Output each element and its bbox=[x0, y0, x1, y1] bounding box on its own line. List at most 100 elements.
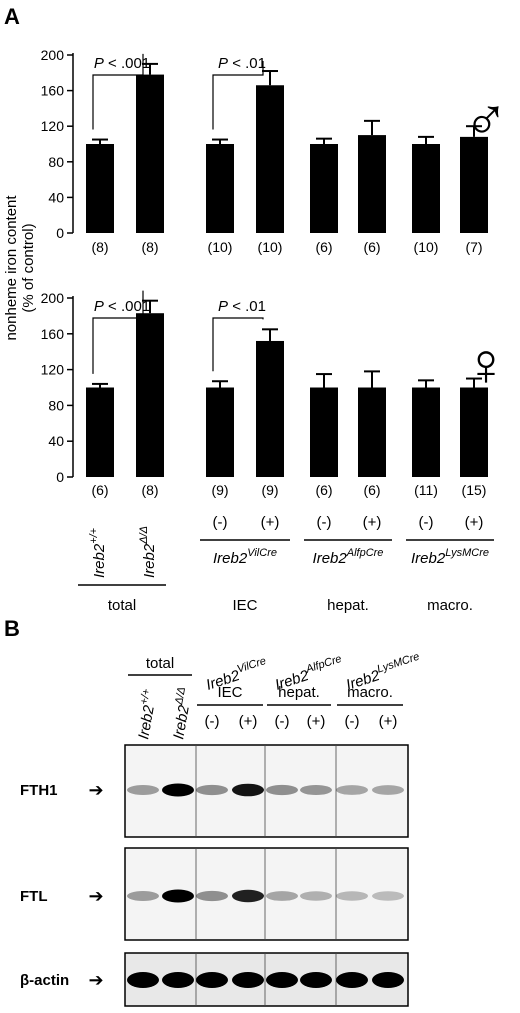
genotype-labels: Ireb2+/+ Ireb2Δ/Δ total (-) (+) Ireb2VilCre IE… bbox=[78, 514, 494, 614]
female-bar-chart: 0 40 80 120 160 200 (6) (8) (9) (9) (6) (6) (11) (15)… bbox=[41, 290, 488, 498]
sample-size-label: (6) bbox=[91, 482, 108, 498]
blot-band bbox=[232, 783, 264, 797]
y-axis-label-line2: (% of control) bbox=[20, 223, 37, 312]
bar bbox=[460, 136, 488, 233]
blot-band bbox=[300, 972, 332, 988]
sample-size-label: (8) bbox=[141, 482, 158, 498]
blot-arrow-icon: ➔ bbox=[88, 886, 103, 906]
blot-band bbox=[127, 972, 159, 988]
blot-band bbox=[372, 785, 404, 795]
cre-line-label: Ireb2LysMCre bbox=[411, 547, 489, 567]
p-value-label: P < .001 bbox=[94, 298, 150, 315]
blot-band bbox=[232, 972, 264, 988]
male-symbol: ♂ bbox=[464, 86, 509, 153]
group-label: hepat. bbox=[327, 597, 369, 614]
p-value-label: P < .001 bbox=[94, 55, 150, 72]
cre-positive-label: (+) bbox=[465, 514, 484, 531]
significance-bracket bbox=[92, 53, 144, 130]
blot-cre-positive: (+) bbox=[307, 713, 326, 730]
blot-cre-negative: (-) bbox=[345, 713, 360, 730]
cre-negative-label: (-) bbox=[317, 514, 332, 531]
bar bbox=[86, 387, 114, 477]
y-tick-label: 200 bbox=[41, 47, 65, 63]
significance-bracket bbox=[92, 290, 144, 374]
y-tick-label: 120 bbox=[41, 118, 65, 134]
bar bbox=[310, 144, 338, 233]
bar bbox=[136, 313, 164, 477]
cre-positive-label: (+) bbox=[261, 514, 280, 531]
cre-negative-label: (-) bbox=[419, 514, 434, 531]
blot-band bbox=[266, 784, 298, 796]
female-symbol: ♀ bbox=[464, 331, 509, 398]
blot-arrow-icon: ➔ bbox=[88, 970, 103, 990]
panel-b-letter: B bbox=[4, 616, 20, 641]
bar bbox=[256, 85, 284, 233]
sample-size-label: (10) bbox=[208, 239, 233, 255]
bar bbox=[310, 387, 338, 477]
blot-band bbox=[127, 891, 159, 901]
blot-band bbox=[372, 891, 404, 901]
cre-line-label: Ireb2VilCre bbox=[213, 547, 277, 567]
blot-knockout-label: Ireb2Δ/Δ bbox=[167, 686, 196, 741]
sample-size-label: (11) bbox=[414, 482, 438, 498]
sample-size-label: (8) bbox=[91, 239, 108, 255]
genotype-knockout-label: Ireb2Δ/Δ bbox=[138, 526, 158, 578]
sample-size-label: (6) bbox=[315, 482, 332, 498]
blot-band bbox=[266, 972, 298, 988]
sample-size-label: (6) bbox=[363, 239, 380, 255]
blot-band bbox=[300, 891, 332, 901]
blot-group-total: total bbox=[146, 655, 174, 672]
blot-band bbox=[162, 783, 194, 797]
blot-band bbox=[266, 891, 298, 901]
blot-band bbox=[196, 784, 228, 796]
blot-band bbox=[300, 784, 332, 796]
blot-group-label: IEC bbox=[217, 684, 242, 701]
blot-cre-negative: (-) bbox=[205, 713, 220, 730]
bar bbox=[412, 144, 440, 233]
sample-size-label: (6) bbox=[315, 239, 332, 255]
blot-band bbox=[336, 972, 368, 988]
bar bbox=[206, 387, 234, 477]
sample-size-label: (6) bbox=[363, 482, 380, 498]
panel-a-letter: A bbox=[4, 4, 20, 29]
blot-label: FTH1 bbox=[20, 782, 58, 799]
cre-positive-label: (+) bbox=[363, 514, 382, 531]
bar bbox=[412, 387, 440, 477]
y-tick-label: 200 bbox=[41, 290, 65, 306]
y-tick-label: 80 bbox=[48, 397, 64, 413]
blot-band bbox=[162, 889, 194, 903]
blot-cre-positive: (+) bbox=[239, 713, 258, 730]
sample-size-label: (10) bbox=[258, 239, 283, 255]
y-tick-label: 80 bbox=[48, 154, 64, 170]
blot-band bbox=[336, 785, 368, 795]
bar bbox=[256, 340, 284, 477]
sample-size-label: (8) bbox=[141, 239, 158, 255]
y-tick-label: 160 bbox=[41, 326, 65, 342]
blot-label: FTL bbox=[20, 888, 48, 905]
male-bar-chart: 0 40 80 120 160 200 (8) (8) (10) (10) (6) (6) (10) (7… bbox=[41, 47, 488, 255]
bar bbox=[358, 135, 386, 233]
bar bbox=[358, 387, 386, 477]
sample-size-label: (15) bbox=[462, 482, 487, 498]
bar bbox=[460, 387, 488, 477]
blot-cre-negative: (-) bbox=[275, 713, 290, 730]
blot-band bbox=[127, 785, 159, 795]
blot-group-label: macro. bbox=[347, 684, 393, 701]
group-label-total: total bbox=[108, 597, 136, 614]
blot-band bbox=[196, 890, 228, 902]
y-tick-label: 40 bbox=[48, 189, 64, 205]
y-tick-label: 0 bbox=[56, 225, 64, 241]
blot-label: β-actin bbox=[20, 972, 69, 989]
blot-band bbox=[232, 889, 264, 903]
p-value-label: P < .01 bbox=[218, 55, 266, 72]
sample-size-label: (10) bbox=[414, 239, 439, 255]
group-label: macro. bbox=[427, 597, 473, 614]
cre-negative-label: (-) bbox=[213, 514, 228, 531]
sample-size-label: (9) bbox=[261, 482, 278, 498]
y-tick-label: 0 bbox=[56, 469, 64, 485]
y-axis-label: nonheme iron content bbox=[3, 195, 20, 341]
y-tick-label: 40 bbox=[48, 433, 64, 449]
y-tick-label: 160 bbox=[41, 83, 65, 99]
bar bbox=[206, 144, 234, 233]
